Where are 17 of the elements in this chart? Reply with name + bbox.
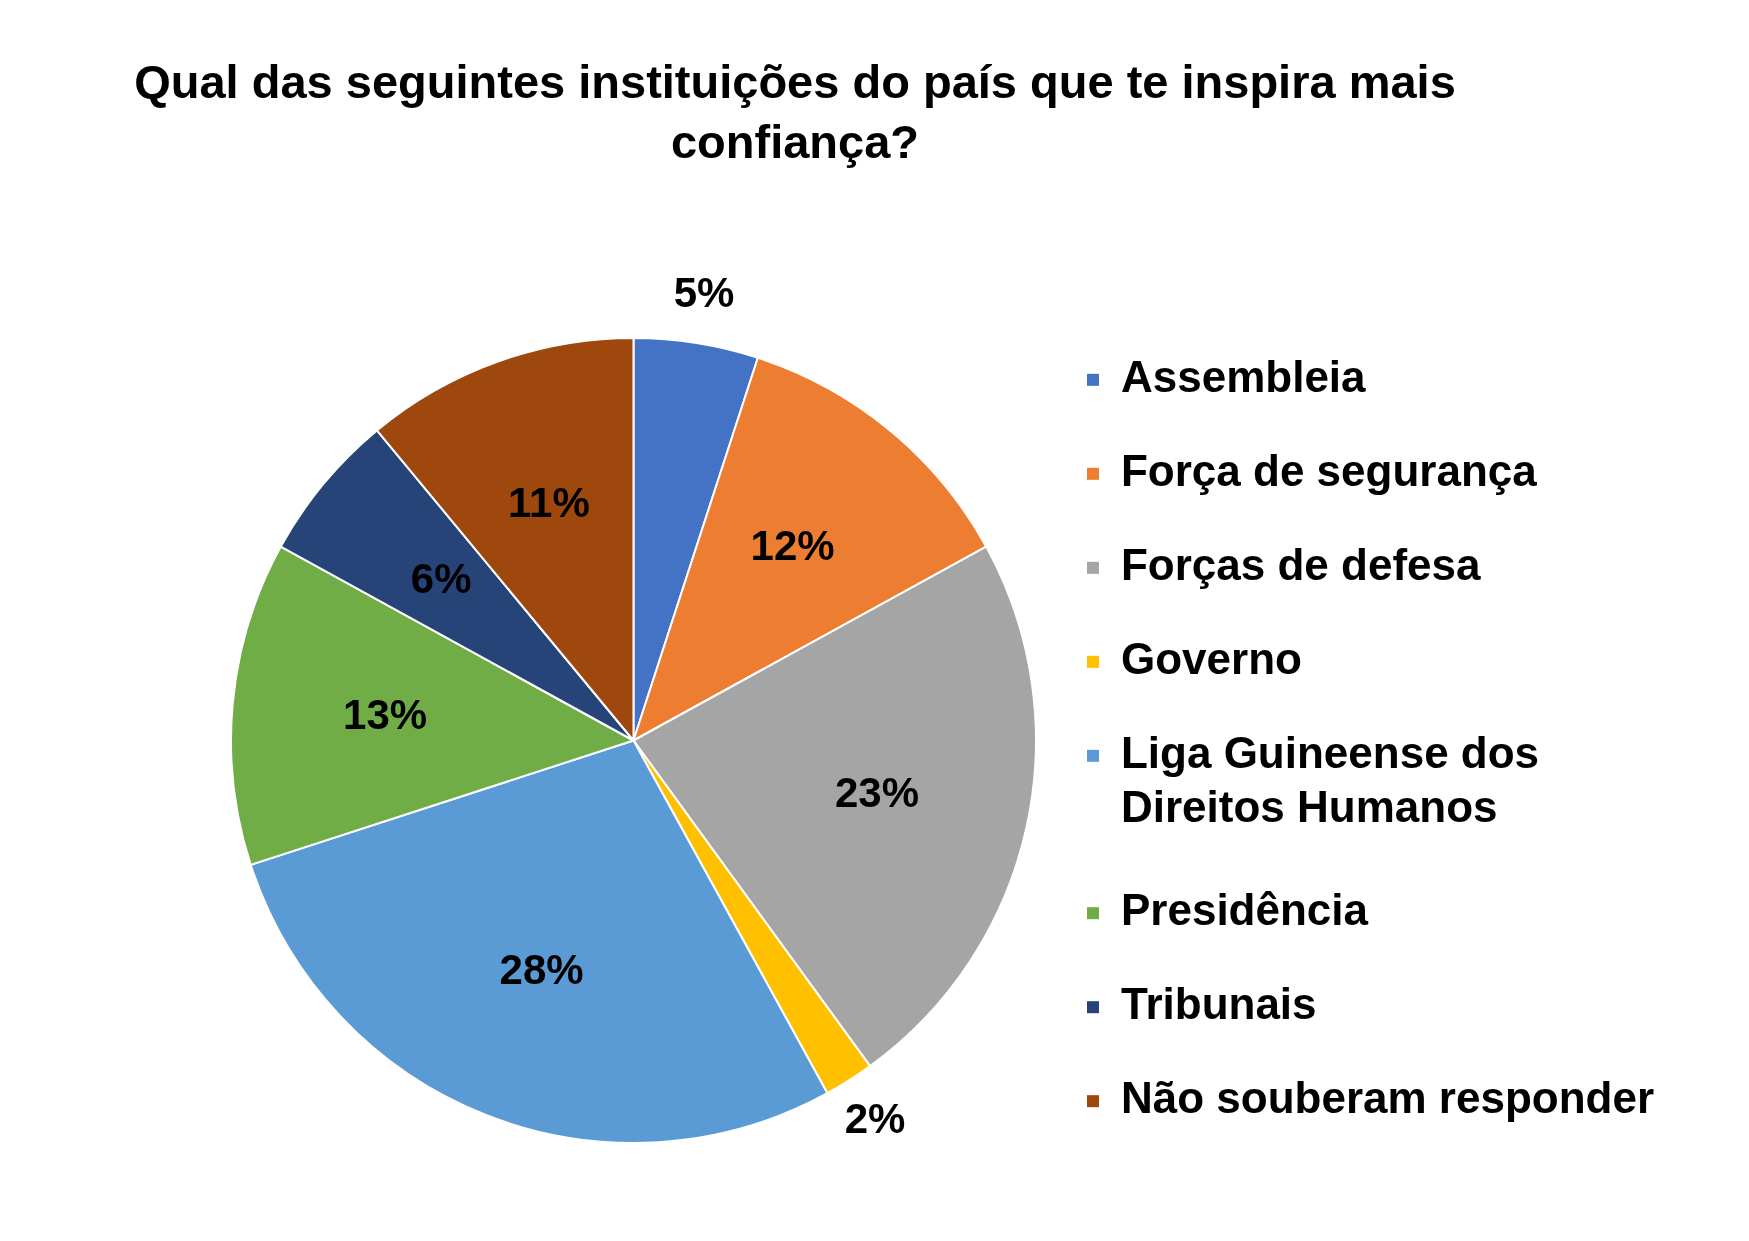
data-label: 2%	[844, 1094, 906, 1142]
legend-label: Tribunais	[1120, 979, 1317, 1029]
legend-label: Assembleia	[1120, 351, 1367, 401]
data-label: 6%	[410, 555, 472, 603]
data-label: 11%	[508, 479, 590, 527]
data-label: 5%	[673, 268, 735, 316]
chart-title: Qual das seguintes instituições do país que te inspira mais confiança?	[133, 54, 1457, 170]
legend-label: Forças de defesa	[1120, 539, 1481, 589]
legend-label: Força de segurança	[1120, 445, 1538, 495]
data-label: 28%	[499, 946, 584, 994]
data-label: 23%	[834, 768, 920, 816]
legend-label: Governo	[1120, 633, 1302, 683]
legend-label: Não souberam responder	[1120, 1073, 1654, 1123]
legend-label: Presidência	[1120, 885, 1369, 935]
data-label: 13%	[343, 690, 428, 738]
legend-label: Liga Guineense dos Direitos Humanos	[1120, 727, 1540, 831]
data-label: 12%	[750, 521, 835, 569]
